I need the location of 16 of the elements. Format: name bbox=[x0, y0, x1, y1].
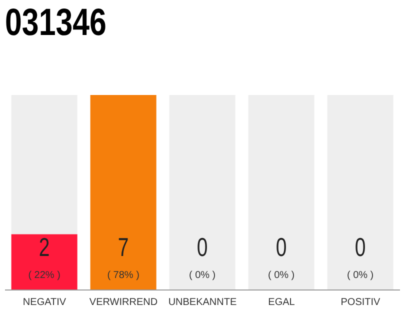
x-tick-label: UNBEKANNTE bbox=[168, 297, 237, 308]
x-tick-label: VERWIRREND bbox=[89, 297, 158, 308]
x-tick-label: POSITIV bbox=[340, 297, 381, 308]
annotation: ( 78% ) bbox=[107, 270, 140, 281]
chart-title: 031346 bbox=[5, 1, 106, 46]
data-label: 0 bbox=[196, 232, 208, 262]
data-label: 0 bbox=[276, 232, 287, 262]
data-label: 2 bbox=[38, 232, 50, 262]
x-tick-label: EGAL bbox=[268, 297, 296, 308]
x-tick-label: NEGATIV bbox=[22, 297, 66, 308]
data-label: 7 bbox=[118, 232, 129, 262]
annotation: ( 22% ) bbox=[28, 270, 60, 281]
annotation: ( 0% ) bbox=[346, 270, 374, 281]
annotation: ( 0% ) bbox=[268, 270, 295, 281]
annotation: ( 0% ) bbox=[188, 270, 216, 281]
data-label: 0 bbox=[354, 232, 366, 262]
